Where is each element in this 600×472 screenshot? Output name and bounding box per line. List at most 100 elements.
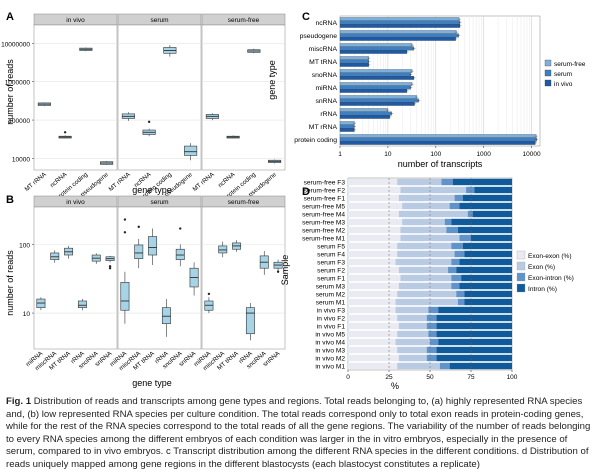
panel-d-bar-segment [449, 362, 512, 370]
panel-d-bar-segment [398, 210, 468, 218]
panel-d-bar-segment [348, 314, 398, 322]
panel-a-box [184, 143, 198, 161]
panel-c-bar [339, 121, 355, 125]
figure-caption: Fig. 1 Distribution of reads and transcr… [6, 396, 594, 472]
panel-a-outlier-point [63, 131, 67, 134]
panel-d-legend-label: Exon-intron (%) [528, 275, 574, 282]
panel-c-bar [339, 134, 537, 138]
panel-a-box [205, 113, 219, 121]
panel-c-bar [339, 43, 413, 47]
panel-d-bar-segment [398, 194, 455, 202]
panel-d-legend-label: Intron (%) [528, 286, 557, 293]
panel-d-bar-segment [397, 346, 427, 354]
panel-d-bar-segment [461, 274, 512, 282]
panel-d-bar-segment [456, 266, 512, 274]
panel-b-box [175, 227, 185, 267]
panel-d-bar-segment [348, 258, 396, 266]
panel-c-bar [339, 89, 408, 93]
panel-d-bar-segment [451, 282, 460, 290]
panel-d-bar-segment [348, 178, 398, 186]
figure-canvas: A number of reads gene type 100000001000… [1, 11, 586, 391]
panel-c-bar [339, 59, 369, 64]
panel-d-xtick-label: 50 [426, 374, 434, 381]
panel-a-xtick-label: MT rRNA [107, 171, 132, 193]
panel-c-ylabel: gene type [267, 60, 277, 100]
panel-b-box [77, 299, 87, 311]
panel-c-letter: C [302, 11, 310, 23]
panel-d-sample-label: serum M2 [316, 292, 346, 299]
panel-a-letter: A [6, 11, 14, 23]
panel-d-bar-segment [426, 322, 437, 330]
panel-b-box-body [218, 245, 228, 254]
panel-a-box-body [184, 145, 198, 156]
panel-d-bar-segment [451, 242, 463, 250]
panel-c-category-label: miRNA [315, 85, 337, 92]
panel-d-bar-segment [400, 274, 452, 282]
panel-b-box [36, 297, 46, 311]
panel-d-bar-segment [348, 306, 396, 314]
panel-c-bar [339, 85, 411, 90]
panel-b-box-body [175, 248, 185, 260]
panel-a-ytick-label: 1000000 [5, 80, 31, 87]
panel-d-bar-segment [348, 330, 398, 338]
panel-a-facet-label: in vivo [66, 17, 85, 24]
panel-d-sample-label: serum F2 [317, 268, 345, 275]
panel-b-box [161, 299, 171, 337]
panel-c-bar [339, 98, 419, 103]
panel-c-bar [339, 72, 411, 77]
panel-d-bar-segment [426, 346, 437, 354]
panel-c-legend-label: serum [554, 71, 572, 78]
panel-d-bar-segment [438, 306, 512, 314]
panel-d-bar-segment [428, 306, 439, 314]
panel-c-xtick-label: 10 [384, 151, 392, 158]
panel-c-xtick-label: 100 [430, 151, 441, 158]
panel-c-bar [339, 111, 392, 116]
panel-d-bar-segment [397, 178, 442, 186]
panel-d-bar-segment [348, 282, 399, 290]
panel-a-xtick-label: MT rRNA [191, 171, 216, 193]
panel-b-box [259, 251, 269, 275]
panel-d-bar-segment [436, 314, 512, 322]
panel-a-facet-panel [201, 24, 286, 171]
panel-d-xlabel: % [391, 381, 399, 391]
panel-b-box [204, 292, 214, 314]
panel-d-sample-label: serum F5 [317, 244, 345, 251]
panel-d-ylabel: Sample [280, 255, 290, 286]
panel-b-facet-panel [117, 206, 202, 350]
panel-d-xtick-label: 75 [467, 374, 475, 381]
panel-c-legend-label: serum-free [554, 61, 586, 68]
panel-c-legend-swatch [544, 79, 552, 87]
panel-d-bar-segment [398, 322, 427, 330]
panel-b-facet-panel [33, 206, 118, 350]
panel-d-bar-segment [348, 210, 399, 218]
panel-d-bar-segment [436, 322, 512, 330]
panel-d-legend-swatch [516, 283, 526, 293]
panel-c-bar [339, 82, 413, 86]
panel-d-sample-label: serum M3 [316, 284, 346, 291]
panel-a-box [268, 159, 282, 164]
panel-d-bar-segment [395, 298, 458, 306]
panel-d-bar-segment [474, 186, 512, 194]
panel-d-sample-label: serum-free M5 [302, 204, 345, 211]
panel-a-facet-panel [33, 24, 118, 171]
panel-b-xlabel: gene type [132, 378, 172, 388]
panel-d-sample-label: in vivo M2 [315, 356, 345, 363]
caption-text: Distribution of reads and transcripts am… [6, 396, 591, 470]
panel-d-bar-segment [395, 338, 430, 346]
panel-d-legend-swatch [516, 261, 526, 271]
panel-b-box [50, 250, 60, 263]
panel-c-bar [339, 17, 460, 21]
panel-c-category-label: MT tRNA [309, 59, 337, 66]
panel-c-bar [339, 46, 415, 51]
panel-d-sample-label: serum-free F1 [304, 196, 346, 203]
panel-b-outlier-point [207, 292, 211, 296]
panel-b-box [273, 259, 283, 273]
panel-d-bar-segment [348, 354, 399, 362]
panel-d-bar-segment [446, 226, 458, 234]
panel-c-bar [339, 50, 408, 54]
panel-d-legend: Exon-exon (%) Exon (%) Exon-intron (%) Intr… [516, 250, 574, 293]
panel-d-bar-segment [428, 330, 437, 338]
panel-b-box-body [134, 244, 144, 259]
